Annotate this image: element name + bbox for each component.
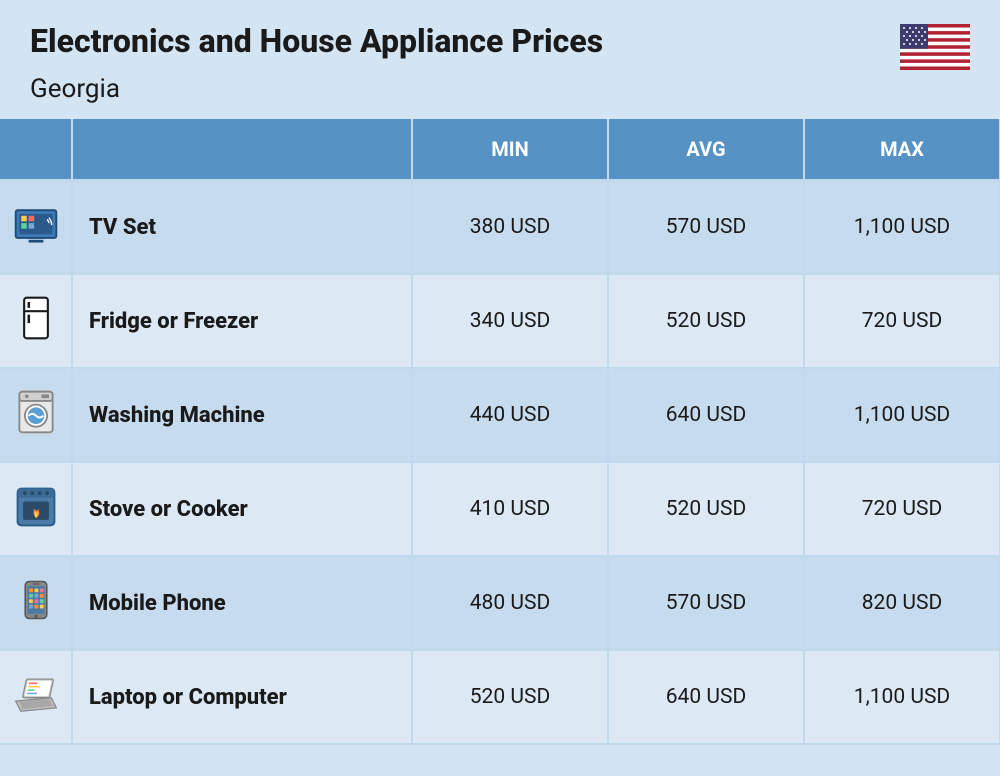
table-row: Mobile Phone480 USD570 USD820 USD: [0, 556, 1000, 650]
item-name: Stove or Cooker: [72, 462, 412, 556]
tv-icon: [0, 180, 72, 274]
item-avg: 570 USD: [608, 556, 804, 650]
page-header: Electronics and House Appliance Prices G…: [0, 0, 1000, 119]
item-max: 720 USD: [804, 462, 1000, 556]
table-row: Fridge or Freezer340 USD520 USD720 USD: [0, 274, 1000, 368]
item-name: Washing Machine: [72, 368, 412, 462]
item-min: 520 USD: [412, 650, 608, 744]
item-min: 380 USD: [412, 180, 608, 274]
table-row: Washing Machine440 USD640 USD1,100 USD: [0, 368, 1000, 462]
header-max: MAX: [804, 119, 1000, 180]
item-name: Mobile Phone: [72, 556, 412, 650]
table-row: TV Set380 USD570 USD1,100 USD: [0, 180, 1000, 274]
header-min: MIN: [412, 119, 608, 180]
table-header-row: MIN AVG MAX: [0, 119, 1000, 180]
fridge-icon: [0, 274, 72, 368]
page-subtitle: Georgia: [30, 74, 970, 104]
header-icon-col: [0, 119, 72, 180]
item-max: 1,100 USD: [804, 368, 1000, 462]
page-title: Electronics and House Appliance Prices: [30, 22, 970, 60]
table-row: Stove or Cooker410 USD520 USD720 USD: [0, 462, 1000, 556]
item-avg: 640 USD: [608, 368, 804, 462]
phone-icon: [0, 556, 72, 650]
table-row: Laptop or Computer520 USD640 USD1,100 US…: [0, 650, 1000, 744]
item-max: 820 USD: [804, 556, 1000, 650]
us-flag-icon: [900, 24, 970, 70]
stove-icon: [0, 462, 72, 556]
laptop-icon: [0, 650, 72, 744]
item-min: 440 USD: [412, 368, 608, 462]
item-max: 720 USD: [804, 274, 1000, 368]
item-avg: 640 USD: [608, 650, 804, 744]
item-name: TV Set: [72, 180, 412, 274]
item-min: 410 USD: [412, 462, 608, 556]
washer-icon: [0, 368, 72, 462]
item-min: 340 USD: [412, 274, 608, 368]
header-name-col: [72, 119, 412, 180]
item-avg: 570 USD: [608, 180, 804, 274]
item-max: 1,100 USD: [804, 180, 1000, 274]
item-min: 480 USD: [412, 556, 608, 650]
item-avg: 520 USD: [608, 274, 804, 368]
item-name: Laptop or Computer: [72, 650, 412, 744]
header-avg: AVG: [608, 119, 804, 180]
item-max: 1,100 USD: [804, 650, 1000, 744]
item-avg: 520 USD: [608, 462, 804, 556]
item-name: Fridge or Freezer: [72, 274, 412, 368]
prices-table: MIN AVG MAX TV Set380 USD570 USD1,100 US…: [0, 119, 1000, 745]
